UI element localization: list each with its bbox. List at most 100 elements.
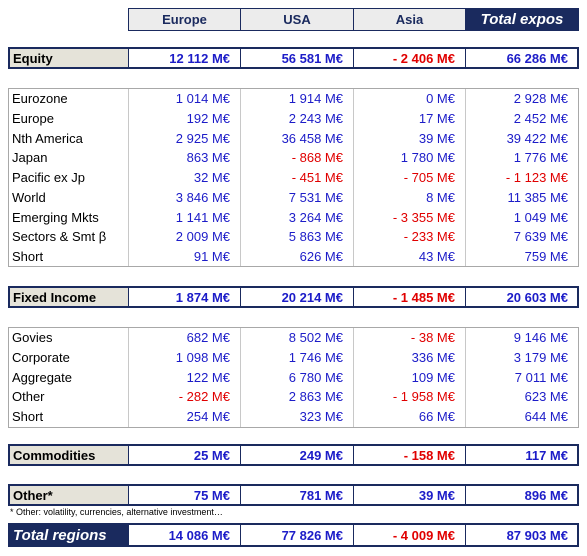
value: 682 M€ bbox=[186, 330, 230, 346]
value: - 1 958 M€ bbox=[392, 389, 455, 405]
value: 87 903 M€ bbox=[506, 527, 568, 543]
row-label: Short bbox=[12, 248, 44, 264]
value: 7 639 M€ bbox=[513, 229, 568, 245]
header-text: Asia bbox=[395, 12, 424, 27]
column-line bbox=[240, 49, 241, 67]
row-label: Nth America bbox=[12, 130, 83, 146]
value: 2 452 M€ bbox=[513, 111, 568, 127]
value: 77 826 M€ bbox=[281, 527, 343, 543]
row-label: Fixed Income bbox=[13, 289, 97, 305]
row-label: Eurozone bbox=[12, 91, 68, 107]
row-label: Commodities bbox=[13, 447, 96, 463]
value: - 282 M€ bbox=[178, 389, 230, 405]
block-inner: Commodities 25 M€ 249 M€ - 158 M€ 117 M€ bbox=[10, 446, 577, 464]
row-label: Govies bbox=[12, 330, 53, 346]
column-line bbox=[240, 525, 241, 545]
value: - 4 009 M€ bbox=[392, 527, 455, 543]
header-cell: Asia bbox=[353, 8, 466, 31]
value: 20 603 M€ bbox=[506, 289, 568, 305]
column-line bbox=[465, 525, 466, 545]
value: - 451 M€ bbox=[291, 170, 343, 186]
row-label: Other* bbox=[13, 487, 53, 503]
value: 249 M€ bbox=[299, 447, 343, 463]
value: 2 928 M€ bbox=[513, 91, 568, 107]
column-line bbox=[128, 486, 129, 504]
value: 66 M€ bbox=[418, 409, 455, 425]
value: 3 179 M€ bbox=[513, 350, 568, 366]
row-label: Pacific ex Jp bbox=[12, 170, 85, 186]
row-label: Japan bbox=[12, 150, 48, 166]
value: 896 M€ bbox=[524, 487, 568, 503]
value: 1 014 M€ bbox=[175, 91, 230, 107]
block-inner: Other* 75 M€ 781 M€ 39 M€ 896 M€ bbox=[10, 486, 577, 504]
sub-block: Eurozone 1 014 M€ 1 914 M€ 0 M€ 2 928 M€ Euro… bbox=[8, 88, 579, 268]
row-label: Corporate bbox=[12, 350, 70, 366]
value: 5 863 M€ bbox=[288, 229, 343, 245]
header-cell: Total expos bbox=[465, 8, 579, 31]
value: 20 214 M€ bbox=[281, 289, 343, 305]
value: 1 746 M€ bbox=[288, 350, 343, 366]
row-label: Emerging Mkts bbox=[12, 209, 99, 225]
value: 2 243 M€ bbox=[288, 111, 343, 127]
value: - 3 355 M€ bbox=[392, 209, 455, 225]
value: - 1 485 M€ bbox=[392, 289, 455, 305]
column-line bbox=[353, 49, 354, 67]
value: 39 M€ bbox=[418, 487, 455, 503]
value: 192 M€ bbox=[186, 111, 230, 127]
column-line bbox=[240, 486, 241, 504]
value: 0 M€ bbox=[426, 91, 455, 107]
row-label: Other bbox=[12, 389, 45, 405]
value: 17 M€ bbox=[418, 111, 455, 127]
value: 626 M€ bbox=[299, 248, 343, 264]
block-inner: Equity 12 112 M€ 56 581 M€ - 2 406 M€ 66 286… bbox=[10, 49, 577, 67]
row-label: Total regions bbox=[13, 526, 107, 544]
value: 1 914 M€ bbox=[288, 91, 343, 107]
label-bg bbox=[10, 288, 128, 306]
label-bg bbox=[10, 446, 128, 464]
value: 8 502 M€ bbox=[288, 330, 343, 346]
value: - 705 M€ bbox=[403, 170, 455, 186]
label-bg bbox=[10, 49, 128, 67]
row-label: World bbox=[12, 189, 46, 205]
value: - 233 M€ bbox=[403, 229, 455, 245]
header-text: USA bbox=[283, 12, 311, 27]
value: 43 M€ bbox=[418, 248, 455, 264]
row-label: Short bbox=[12, 409, 44, 425]
column-line bbox=[128, 525, 129, 545]
value: 336 M€ bbox=[411, 350, 455, 366]
block-inner: Fixed Income 1 874 M€ 20 214 M€ - 1 485 M€ 2… bbox=[10, 288, 577, 306]
label-bg bbox=[10, 486, 128, 504]
column-line bbox=[240, 446, 241, 464]
value: 66 286 M€ bbox=[506, 50, 568, 66]
column-line bbox=[353, 328, 354, 427]
total-block: Total regions 14 086 M€ 77 826 M€ - 4 009 M… bbox=[8, 523, 579, 547]
value: 254 M€ bbox=[186, 409, 230, 425]
value: 122 M€ bbox=[186, 369, 230, 385]
column-line bbox=[465, 89, 466, 267]
column-line bbox=[240, 288, 241, 306]
column-line bbox=[240, 328, 241, 427]
value: 36 458 M€ bbox=[281, 130, 343, 146]
column-line bbox=[128, 89, 129, 267]
value: - 2 406 M€ bbox=[392, 50, 455, 66]
row-label: Aggregate bbox=[12, 369, 72, 385]
column-line bbox=[128, 328, 129, 427]
value: 2 925 M€ bbox=[175, 130, 230, 146]
row-label: Europe bbox=[12, 111, 54, 127]
value: 7 531 M€ bbox=[288, 189, 343, 205]
value: 3 846 M€ bbox=[175, 189, 230, 205]
header-cell: USA bbox=[240, 8, 354, 31]
block-inner: Eurozone 1 014 M€ 1 914 M€ 0 M€ 2 928 M€ Euro… bbox=[9, 89, 578, 267]
value: 12 112 M€ bbox=[169, 50, 230, 66]
block-inner: Govies 682 M€ 8 502 M€ - 38 M€ 9 146 M€ Corpo… bbox=[9, 328, 578, 427]
sub-block: Govies 682 M€ 8 502 M€ - 38 M€ 9 146 M€ Corpo… bbox=[8, 327, 579, 428]
column-line bbox=[353, 525, 354, 545]
value: 2 009 M€ bbox=[175, 229, 230, 245]
column-line bbox=[465, 328, 466, 427]
header-text: Europe bbox=[162, 12, 207, 27]
footnote: * Other: volatility, currencies, alterna… bbox=[10, 506, 223, 517]
value: 1 141 M€ bbox=[175, 209, 230, 225]
value: 56 581 M€ bbox=[281, 50, 343, 66]
title-block: Commodities 25 M€ 249 M€ - 158 M€ 117 M€ bbox=[8, 444, 579, 466]
